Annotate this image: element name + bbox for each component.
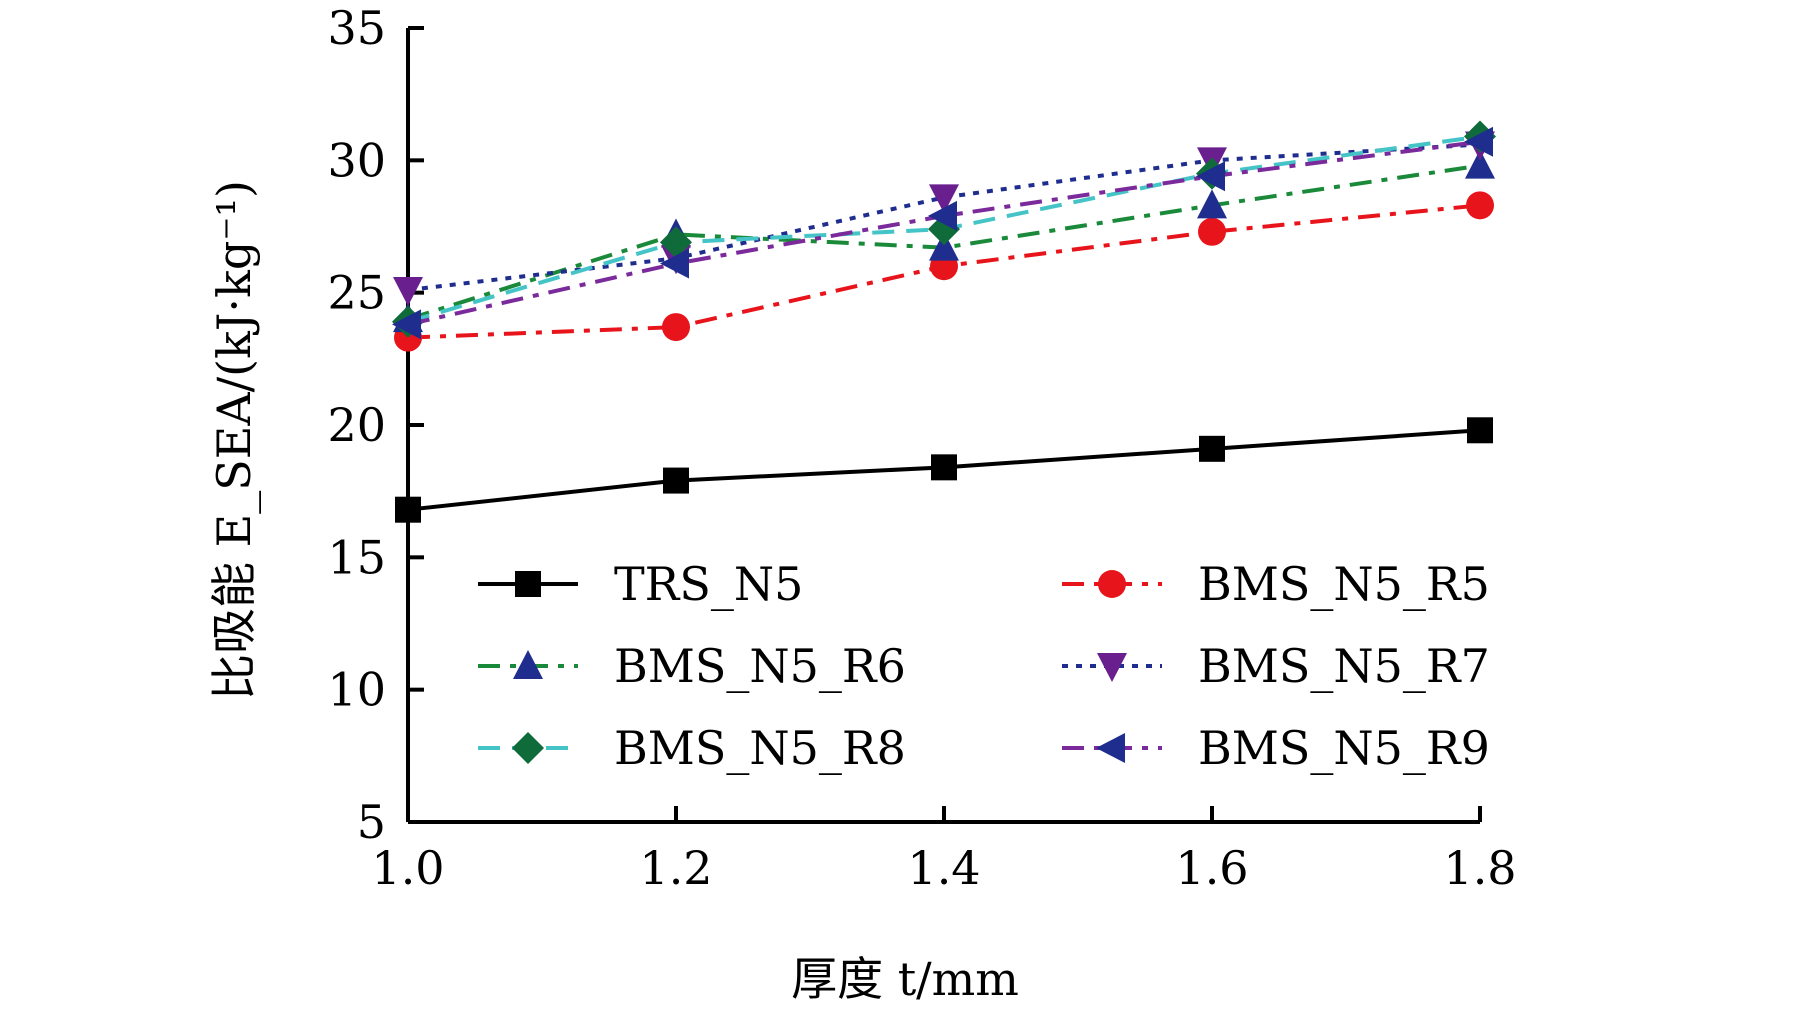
data-point	[1467, 417, 1493, 444]
legend-item: BMS_N5_R6	[478, 639, 906, 693]
data-point	[660, 226, 692, 259]
legend-marker	[1097, 653, 1127, 682]
data-point	[1197, 189, 1227, 219]
legend-marker	[1096, 733, 1125, 763]
legend-marker	[515, 571, 541, 597]
legend-label: BMS_N5_R5	[1198, 557, 1490, 611]
series-layer	[392, 120, 1496, 523]
data-point	[929, 231, 959, 261]
data-point	[1199, 435, 1225, 462]
x-tick-label: 1.2	[639, 841, 712, 895]
legend-label: TRS_N5	[614, 557, 803, 611]
legend-marker	[512, 732, 544, 764]
legend-marker	[1098, 570, 1126, 598]
data-point	[1198, 217, 1226, 246]
data-point	[1466, 191, 1494, 220]
data-point	[1465, 149, 1495, 179]
legend-layer: TRS_N5 BMS_N5_R5 BMS_N5_R6 BMS_N5_R7 BMS_N5_…	[478, 557, 1490, 775]
y-tick-label: 5	[357, 795, 386, 849]
legend-item: TRS_N5	[478, 557, 803, 611]
legend-label: BMS_N5_R8	[614, 721, 906, 775]
series-bms-n5-r8	[392, 120, 1496, 338]
x-axis-title: 厚度 t/mm	[791, 952, 1019, 1006]
data-point	[393, 277, 423, 307]
data-point	[929, 184, 959, 214]
y-tick-label: 25	[327, 266, 386, 320]
legend-label: BMS_N5_R6	[614, 639, 906, 693]
data-point	[660, 248, 689, 279]
legend-label: BMS_N5_R9	[1198, 721, 1490, 775]
x-tick-label: 1.6	[1175, 841, 1248, 895]
series-trs-n5	[395, 417, 1493, 523]
y-tick-label: 15	[327, 530, 386, 584]
y-tick-label: 20	[327, 398, 386, 452]
data-point	[931, 454, 957, 481]
data-point	[392, 309, 421, 340]
axes-layer: 5 10 15 20 25 30 35 1.0 1.2 1.4 1.6 1.8	[327, 1, 1516, 895]
y-tick-label: 10	[327, 663, 386, 717]
x-tick-label: 1.8	[1443, 841, 1516, 895]
legend-item: BMS_N5_R9	[1062, 721, 1490, 775]
x-tick-label: 1.0	[371, 841, 444, 895]
y-axis-title: 比吸能 E_SEA/(kJ·kg⁻¹)	[207, 180, 261, 700]
data-point	[928, 200, 957, 231]
data-point	[395, 496, 421, 523]
legend-item: BMS_N5_R8	[478, 721, 906, 775]
y-tick-label: 35	[327, 1, 386, 55]
y-tick-label: 30	[327, 133, 386, 187]
title-layer: 厚度 t/mm 比吸能 E_SEA/(kJ·kg⁻¹)	[207, 180, 1019, 1006]
series-bms-n5-r9	[392, 126, 1493, 340]
legend-item: BMS_N5_R5	[1062, 557, 1490, 611]
x-tick-label: 1.4	[907, 841, 980, 895]
data-point	[662, 313, 690, 342]
data-point	[1464, 126, 1493, 157]
legend-label: BMS_N5_R7	[1198, 639, 1490, 693]
data-point	[1196, 161, 1225, 192]
legend-item: BMS_N5_R7	[1062, 639, 1490, 693]
legend-marker	[513, 650, 543, 679]
data-point	[663, 467, 689, 494]
